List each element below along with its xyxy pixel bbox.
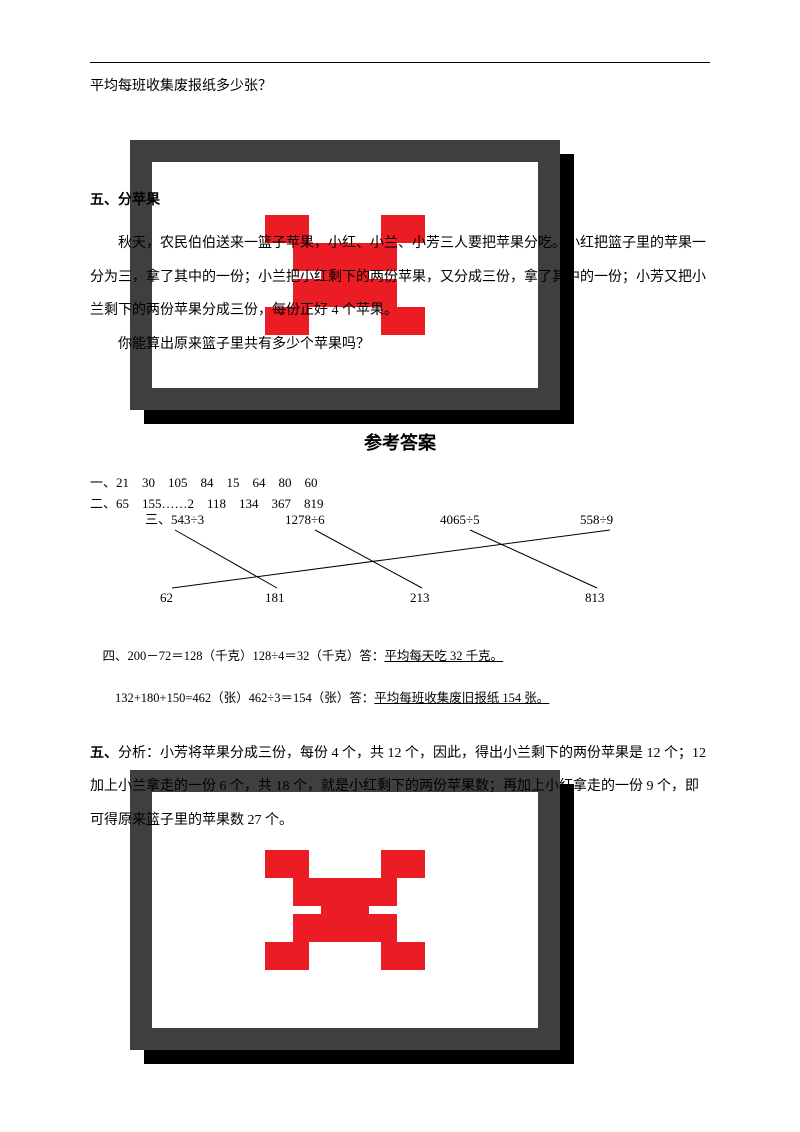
- section-5-p2: 你能算出原来篮子里共有多少个苹果吗？: [90, 328, 710, 362]
- svg-text:181: 181: [265, 590, 285, 605]
- ans5-body: 分析：小芳将苹果分成三份，每份 4 个，共 12 个，因此，得出小兰剩下的两份苹…: [90, 746, 706, 828]
- answer-title: 参考答案: [90, 422, 710, 465]
- prev-question: 平均每班收集废报纸多少张？: [90, 70, 710, 104]
- svg-text:4065÷5: 4065÷5: [440, 512, 480, 527]
- answer-row-1: 一、21 30 105 84 15 64 80 60: [90, 473, 710, 494]
- svg-text:558÷9: 558÷9: [580, 512, 613, 527]
- section-5-title: 五、分苹果: [90, 184, 710, 218]
- svg-text:1278÷6: 1278÷6: [285, 512, 325, 527]
- red-x-icon: [265, 850, 425, 970]
- answer-4: 四、200－72＝128（千克）128÷4＝32（千克）答：平均每天吃 32 千…: [90, 624, 710, 730]
- section-5-p1: 秋天，农民伯伯送来一篮子苹果，小红、小兰、小芳三人要把苹果分吃。小红把篮子里的苹…: [90, 227, 710, 328]
- answer-5: 五、分析：小芳将苹果分成三份，每份 4 个，共 12 个，因此，得出小兰剩下的两…: [90, 737, 710, 838]
- ans4-l2a: 132+180+150=462（张）462÷3＝154（张）答：: [103, 691, 375, 705]
- svg-text:813: 813: [585, 590, 605, 605]
- ans4-l1b: 平均每天吃 32 千克。: [384, 649, 503, 663]
- svg-text:213: 213: [410, 590, 430, 605]
- header-rule: [90, 62, 710, 63]
- ans5-label: 五、: [90, 746, 118, 761]
- matching-diagram: 三、543÷3 1278÷6 4065÷5 558÷9 62 181 213 813: [90, 510, 710, 620]
- ans4-l1a: 四、200－72＝128（千克）128÷4＝32（千克）答：: [103, 649, 385, 663]
- svg-text:三、543÷3: 三、543÷3: [145, 512, 204, 527]
- ans4-l2b: 平均每班收集废旧报纸 154 张。: [374, 691, 549, 705]
- svg-text:62: 62: [160, 590, 173, 605]
